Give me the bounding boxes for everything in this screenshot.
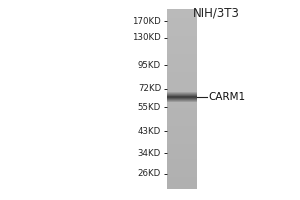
- Text: 170KD: 170KD: [132, 17, 161, 25]
- Bar: [167, 94, 197, 95]
- Bar: [167, 33, 197, 36]
- Bar: [167, 87, 197, 90]
- Bar: [167, 94, 197, 95]
- Bar: [167, 95, 197, 96]
- Bar: [167, 153, 197, 156]
- Bar: [167, 98, 197, 99]
- Bar: [167, 114, 197, 117]
- Bar: [167, 96, 197, 97]
- Bar: [167, 99, 197, 102]
- Bar: [167, 147, 197, 150]
- Bar: [167, 96, 197, 99]
- Bar: [167, 177, 197, 180]
- Bar: [167, 90, 197, 93]
- Bar: [167, 98, 197, 99]
- Bar: [167, 93, 197, 94]
- Bar: [167, 45, 197, 48]
- Bar: [167, 186, 197, 189]
- Bar: [167, 129, 197, 132]
- Bar: [167, 9, 197, 12]
- Bar: [167, 39, 197, 42]
- Bar: [167, 75, 197, 78]
- Bar: [167, 92, 197, 93]
- Bar: [167, 159, 197, 162]
- Bar: [167, 93, 197, 94]
- Bar: [167, 97, 197, 98]
- Bar: [167, 135, 197, 138]
- Bar: [167, 12, 197, 15]
- Text: CARM1: CARM1: [208, 92, 246, 102]
- Bar: [167, 97, 197, 98]
- Bar: [167, 99, 197, 100]
- Bar: [167, 78, 197, 81]
- Bar: [167, 101, 197, 102]
- Bar: [167, 30, 197, 33]
- Bar: [167, 21, 197, 24]
- Text: 34KD: 34KD: [138, 148, 161, 158]
- Bar: [167, 165, 197, 168]
- Bar: [167, 69, 197, 72]
- Bar: [167, 108, 197, 111]
- Text: 130KD: 130KD: [132, 33, 161, 43]
- Text: 55KD: 55KD: [138, 102, 161, 112]
- Bar: [167, 156, 197, 159]
- Bar: [167, 24, 197, 27]
- Bar: [167, 105, 197, 108]
- Bar: [167, 138, 197, 141]
- Bar: [167, 60, 197, 63]
- Bar: [167, 150, 197, 153]
- Bar: [167, 42, 197, 45]
- Bar: [167, 111, 197, 114]
- Bar: [167, 174, 197, 177]
- Bar: [167, 27, 197, 30]
- Bar: [167, 120, 197, 123]
- Bar: [167, 81, 197, 84]
- Bar: [167, 141, 197, 144]
- Bar: [167, 51, 197, 54]
- Bar: [167, 15, 197, 18]
- Bar: [167, 63, 197, 66]
- Bar: [167, 132, 197, 135]
- Bar: [167, 144, 197, 147]
- Bar: [167, 117, 197, 120]
- Bar: [167, 54, 197, 57]
- Text: 95KD: 95KD: [138, 60, 161, 70]
- Bar: [167, 72, 197, 75]
- Bar: [167, 57, 197, 60]
- Bar: [167, 84, 197, 87]
- Bar: [167, 168, 197, 171]
- Bar: [167, 162, 197, 165]
- Bar: [167, 95, 197, 96]
- Bar: [167, 93, 197, 96]
- Text: NIH/3T3: NIH/3T3: [193, 6, 239, 19]
- Bar: [167, 48, 197, 51]
- Text: 72KD: 72KD: [138, 84, 161, 93]
- Bar: [167, 99, 197, 100]
- Bar: [167, 66, 197, 69]
- Bar: [167, 100, 197, 101]
- Text: 43KD: 43KD: [138, 127, 161, 136]
- Bar: [167, 123, 197, 126]
- Bar: [167, 101, 197, 102]
- Bar: [167, 9, 197, 189]
- Bar: [167, 100, 197, 101]
- Bar: [167, 18, 197, 21]
- Text: 26KD: 26KD: [138, 170, 161, 178]
- Bar: [167, 92, 197, 93]
- Bar: [167, 36, 197, 39]
- Bar: [167, 171, 197, 174]
- Bar: [167, 102, 197, 105]
- Bar: [167, 126, 197, 129]
- Bar: [167, 183, 197, 186]
- Bar: [167, 180, 197, 183]
